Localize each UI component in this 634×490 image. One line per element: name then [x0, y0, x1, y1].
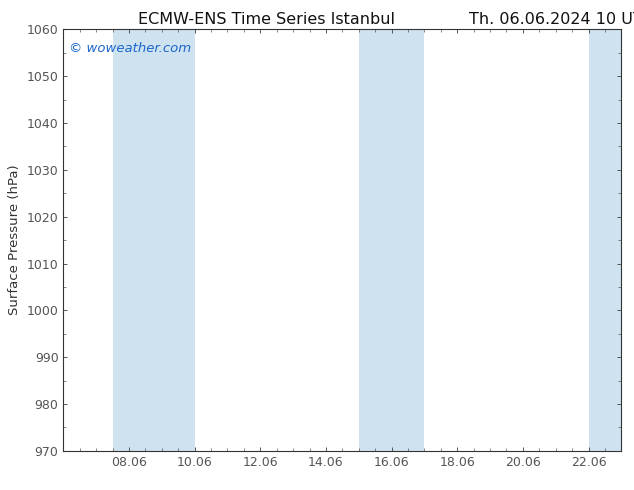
Bar — [588, 29, 621, 451]
Bar — [359, 29, 424, 451]
Text: Th. 06.06.2024 10 UTC: Th. 06.06.2024 10 UTC — [469, 12, 634, 27]
Text: ECMW-ENS Time Series Istanbul: ECMW-ENS Time Series Istanbul — [138, 12, 395, 27]
Text: © woweather.com: © woweather.com — [69, 42, 191, 55]
Bar — [113, 29, 195, 451]
Y-axis label: Surface Pressure (hPa): Surface Pressure (hPa) — [8, 165, 21, 316]
